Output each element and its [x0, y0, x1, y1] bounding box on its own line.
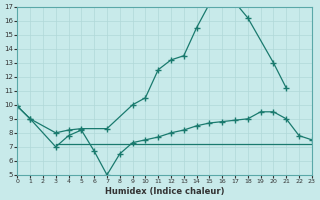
X-axis label: Humidex (Indice chaleur): Humidex (Indice chaleur) [105, 187, 224, 196]
